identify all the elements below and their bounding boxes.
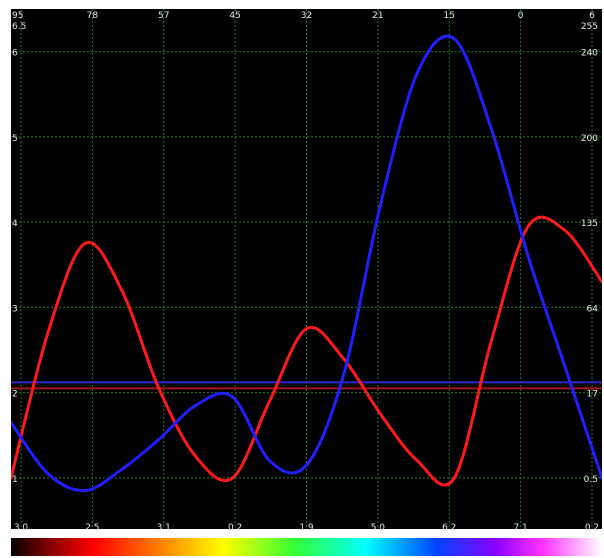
bottom-tick-label: 0.2 [585, 523, 599, 533]
left-tick-label: 1 [12, 475, 18, 485]
bottom-tick-label: 7.1 [513, 523, 527, 533]
series-line-2 [11, 34, 602, 493]
top-tick-label: 15 [444, 11, 455, 21]
reference-lines [11, 381, 602, 390]
series-line-1 [11, 215, 602, 487]
top-tick-label: 32 [301, 11, 312, 21]
bottom-tick-label: 2.5 [85, 523, 99, 533]
bottom-tick-label: 0.2 [228, 523, 242, 533]
right-tick-label: 64 [587, 304, 599, 314]
right-tick-label: 200 [581, 134, 598, 144]
left-tick-label: 5 [12, 134, 18, 144]
top-tick-label: 95 [12, 11, 23, 21]
color-scale-bar [11, 538, 602, 556]
right-tick-label: 240 [581, 49, 598, 59]
top-tick-label: 6 [589, 11, 595, 21]
grid [11, 9, 602, 529]
left-tick-label: 4 [12, 219, 18, 229]
bottom-tick-label: 1.9 [299, 523, 314, 533]
top-tick-label: 45 [229, 11, 240, 21]
left-tick-label: 6 [12, 49, 18, 59]
bottom-tick-label: 5.0 [371, 523, 386, 533]
top-tick-label: 57 [158, 11, 169, 21]
top-tick-label: 0 [518, 11, 524, 21]
top-tick-label: 78 [87, 11, 99, 21]
bottom-tick-label: 3.1 [157, 523, 171, 533]
bottom-tick-label: 6.2 [442, 523, 456, 533]
left-tick-label: 3 [12, 304, 18, 314]
series-lines [11, 34, 602, 493]
right-tick-label: 255 [581, 22, 598, 32]
bottom-tick-label: 3.0 [14, 523, 29, 533]
right-tick-label: 17 [587, 390, 598, 400]
tick-labels: 95 78 57 45 32 21 15 0 63.0 2.5 3.1 0.2 1.9 5.0 6.2 7.1… [12, 11, 599, 533]
right-tick-label: 135 [581, 219, 598, 229]
top-tick-label: 21 [372, 11, 383, 21]
left-tick-label: 2 [12, 390, 18, 400]
right-tick-label: 0.5 [584, 475, 598, 485]
left-tick-label: 6.5 [12, 22, 26, 32]
